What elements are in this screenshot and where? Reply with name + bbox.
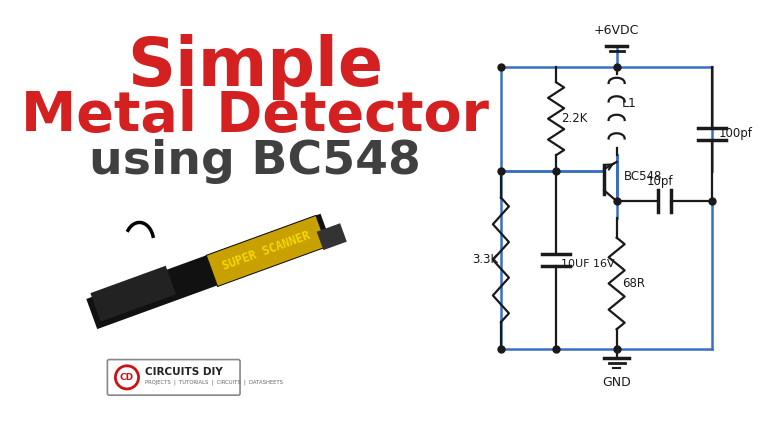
Text: 3.3K: 3.3K <box>472 253 498 267</box>
Polygon shape <box>91 266 176 321</box>
Polygon shape <box>207 216 326 286</box>
Text: CIRCUITS DIY: CIRCUITS DIY <box>145 367 223 377</box>
Text: 10UF 16V: 10UF 16V <box>561 259 615 269</box>
Text: GND: GND <box>602 375 631 389</box>
Polygon shape <box>210 219 323 283</box>
Text: CD: CD <box>120 373 134 382</box>
Text: Metal Detector: Metal Detector <box>22 89 489 143</box>
Text: using BC548: using BC548 <box>89 140 421 184</box>
Text: 68R: 68R <box>622 277 645 290</box>
Text: L1: L1 <box>622 97 637 110</box>
Text: 2.2K: 2.2K <box>561 112 588 125</box>
Text: SUPER SCANNER: SUPER SCANNER <box>221 229 313 273</box>
Polygon shape <box>316 223 347 250</box>
Polygon shape <box>86 214 332 329</box>
FancyBboxPatch shape <box>108 359 240 395</box>
Polygon shape <box>207 216 326 286</box>
Text: PROJECTS  |  TUTORIALS  |  CIRCUITS  |  DATASHEETS: PROJECTS | TUTORIALS | CIRCUITS | DATASH… <box>145 380 283 385</box>
Text: BC548: BC548 <box>624 170 662 183</box>
Text: 100pf: 100pf <box>719 127 753 140</box>
Text: Simple: Simple <box>127 34 383 100</box>
Text: +6VDC: +6VDC <box>594 24 639 37</box>
Text: 10pf: 10pf <box>647 175 673 188</box>
